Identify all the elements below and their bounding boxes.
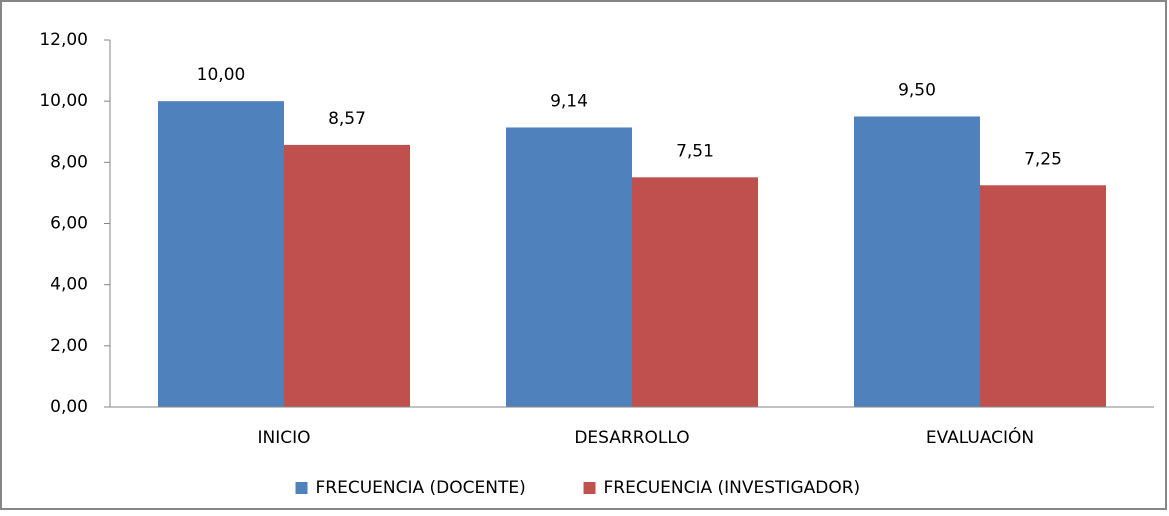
legend-swatch [295, 482, 308, 494]
bar [980, 185, 1106, 407]
value-label: 9,14 [550, 91, 588, 111]
x-tick-label: INICIO [257, 428, 310, 448]
x-tick-label: EVALUACIÓN [926, 426, 1034, 448]
legend-swatch [583, 482, 596, 494]
y-tick-label: 12,00 [39, 30, 88, 50]
y-tick-label: 0,00 [50, 397, 88, 417]
y-tick-label: 6,00 [50, 214, 88, 234]
x-tick-label: DESARROLLO [574, 428, 689, 448]
bar [506, 127, 632, 408]
value-label: 7,25 [1024, 149, 1062, 169]
bar [158, 101, 284, 408]
bar [632, 177, 758, 407]
y-tick-label: 10,00 [39, 91, 88, 111]
y-tick-label: 8,00 [50, 152, 88, 172]
legend-label: FRECUENCIA (DOCENTE) [316, 478, 526, 498]
bar [854, 116, 980, 407]
bar [284, 144, 410, 408]
value-label: 9,50 [898, 80, 936, 100]
y-tick-label: 4,00 [50, 275, 88, 295]
value-label: 7,51 [676, 141, 714, 161]
y-tick-label: 2,00 [50, 336, 88, 356]
legend-label: FRECUENCIA (INVESTIGADOR) [604, 478, 861, 498]
value-label: 8,57 [328, 109, 366, 129]
value-label: 10,00 [197, 65, 246, 85]
